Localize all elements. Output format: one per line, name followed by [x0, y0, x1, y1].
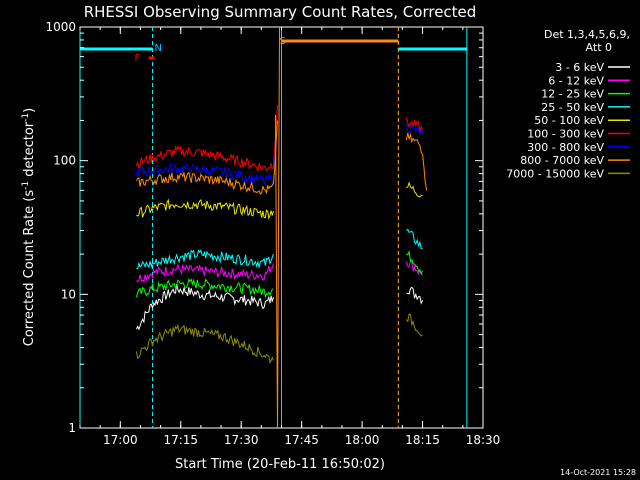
- x-tick-label: 18:00: [345, 433, 380, 447]
- series-line: [405, 117, 424, 132]
- y-tick-label: 1000: [45, 20, 76, 34]
- y-tick-label: 100: [53, 154, 76, 168]
- series-line: [135, 120, 278, 195]
- series-line: [135, 105, 278, 173]
- series-line: [135, 278, 274, 299]
- series-line: [136, 198, 274, 220]
- y-axis-label-main: Corrected Count Rate (s: [22, 190, 37, 347]
- series-line: [406, 228, 423, 250]
- y-tick-label: 1: [68, 421, 76, 435]
- legend-label: 25 - 50 keV: [541, 101, 604, 114]
- series-line: [406, 249, 424, 276]
- series-line: [136, 263, 274, 283]
- marker-lines: [79, 27, 468, 428]
- flag-labels: N F S: [134, 36, 285, 64]
- legend-label: 300 - 800 keV: [527, 141, 604, 154]
- series-line: [405, 260, 423, 276]
- series-line: [406, 313, 423, 337]
- y-tick-label: 10: [61, 287, 76, 301]
- legend-label: 100 - 300 keV: [527, 128, 604, 141]
- x-tick-label: 17:00: [103, 433, 138, 447]
- x-tick-label: 17:15: [163, 433, 198, 447]
- y-axis-label-mid: detector: [22, 121, 37, 181]
- series-line: [406, 181, 423, 198]
- series-lines: [135, 26, 428, 429]
- flag-label-s: S: [279, 36, 285, 47]
- legend-title-1: Det 1,3,4,5,6,9,: [544, 28, 630, 41]
- series-line: [406, 286, 424, 305]
- x-tick-label: 17:30: [224, 433, 259, 447]
- legend-label: 800 - 7000 keV: [520, 154, 604, 167]
- legend-label: 3 - 6 keV: [555, 61, 604, 74]
- series-line: [136, 248, 274, 270]
- legend-label: 6 - 12 keV: [548, 74, 604, 87]
- y-axis-ticks: 1 10 100 1000: [45, 20, 483, 435]
- flag-label-n: N: [155, 43, 162, 54]
- x-tick-label: 18:30: [466, 433, 501, 447]
- x-tick-label: 17:45: [284, 433, 319, 447]
- x-tick-label: 18:15: [405, 433, 440, 447]
- legend-label: 50 - 100 keV: [534, 114, 604, 127]
- series-line: [405, 132, 428, 191]
- legend-title-2: Att 0: [586, 41, 612, 54]
- x-axis-ticks: 17:00 17:15 17:30 17:45 18:00 18:15 18:30: [79, 27, 501, 447]
- footer-timestamp: 14-Oct-2021 15:28: [560, 468, 636, 477]
- chart-title: RHESSI Observing Summary Count Rates, Co…: [84, 3, 477, 21]
- y-axis-label-end: ): [22, 108, 37, 113]
- y-axis-label-sup2: -1: [21, 113, 31, 122]
- series-line: [135, 283, 274, 331]
- legend-label: 12 - 25 keV: [541, 88, 604, 101]
- series-line: [135, 129, 278, 186]
- orange-spike-line: [275, 26, 280, 429]
- y-axis-label-sup1: -1: [21, 181, 31, 190]
- series-line: [405, 123, 424, 135]
- flag-label-f: F: [134, 53, 140, 64]
- legend-label: 7000 - 15000 keV: [506, 167, 604, 180]
- series-line: [135, 323, 274, 364]
- y-axis-label: Corrected Count Rate (s-1 detector-1): [21, 108, 37, 346]
- x-axis-label: Start Time (20-Feb-11 16:50:02): [175, 457, 385, 472]
